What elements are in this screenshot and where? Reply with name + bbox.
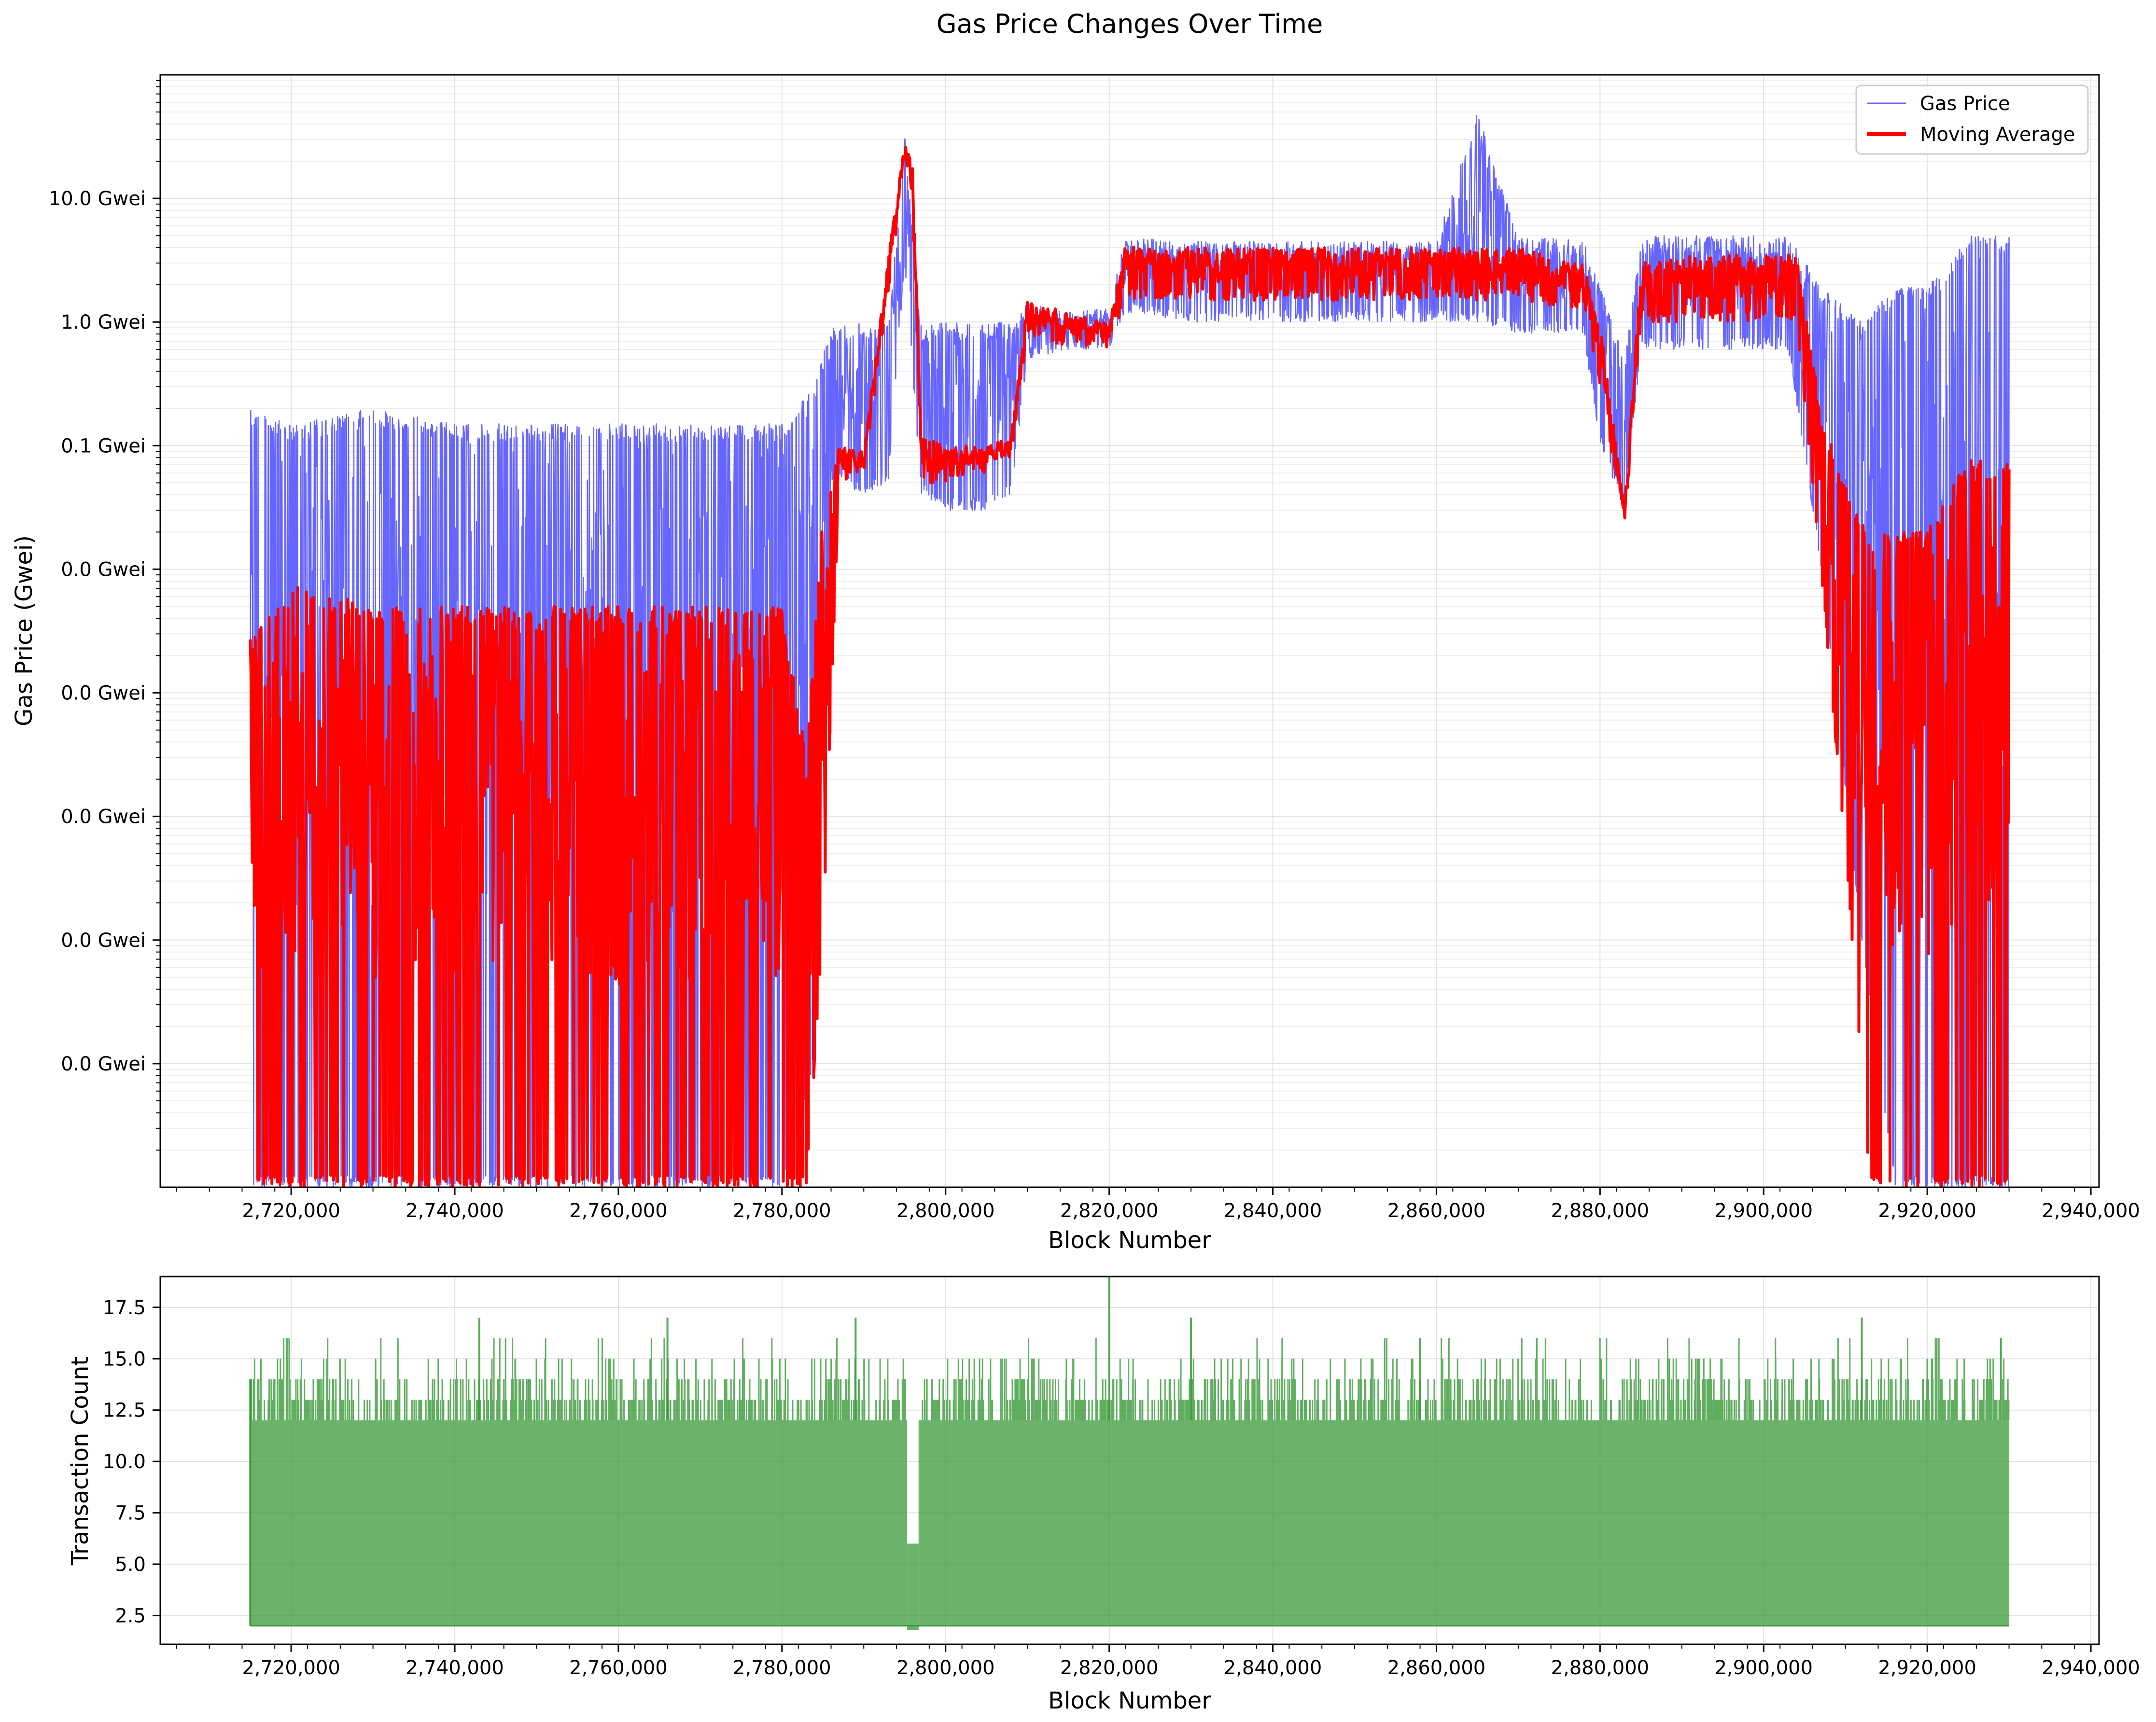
gas-price-y-axis: 0.0 Gwei 0.0 Gwei 0.0 Gwei 0.0 Gwei 0.0 Gwei… [49, 80, 160, 1151]
x-tick-label: 2,780,000 [733, 1200, 831, 1222]
y-tick-label: 10.0 [103, 1451, 146, 1473]
y-tick-label: 0.0 Gwei [61, 1053, 146, 1075]
figure-title: Gas Price Changes Over Time [937, 9, 1323, 39]
legend-moving-average-label: Moving Average [1920, 124, 2075, 146]
x-tick-label: 2,900,000 [1714, 1657, 1813, 1679]
x-tick-label: 2,920,000 [1878, 1657, 1976, 1679]
y-tick-label: 0.0 Gwei [61, 806, 146, 828]
gas-price-series [249, 114, 2011, 1187]
x-tick-label: 2,860,000 [1387, 1200, 1486, 1222]
legend-box [1855, 84, 2089, 155]
gas-price-y-axis-label: Gas Price (Gwei) [11, 535, 38, 726]
x-tick-label: 2,780,000 [733, 1657, 831, 1679]
y-tick-label: 12.5 [103, 1400, 146, 1422]
x-tick-label: 2,880,000 [1551, 1200, 1650, 1222]
transaction-y-axis: 2.5 5.0 7.5 10.0 12.5 15.0 17.5 [103, 1297, 160, 1627]
x-tick-label: 2,840,000 [1224, 1200, 1322, 1222]
x-tick-label: 2,740,000 [406, 1657, 504, 1679]
y-tick-label: 0.0 Gwei [61, 682, 146, 705]
gas-price-x-axis: 2,720,000 2,740,000 2,760,000 2,780,000 2,80… [176, 1187, 2140, 1222]
x-tick-label: 2,820,000 [1060, 1657, 1159, 1679]
x-tick-label: 2,940,000 [2042, 1657, 2140, 1679]
legend: Gas Price Moving Average [1855, 84, 2089, 155]
transaction-gap [907, 1543, 919, 1630]
x-tick-label: 2,920,000 [1878, 1200, 1976, 1222]
x-tick-label: 2,900,000 [1714, 1200, 1813, 1222]
moving-average-line [249, 146, 2011, 1187]
y-tick-label: 7.5 [115, 1502, 146, 1525]
transaction-x-axis-label: Block Number [1048, 1687, 1211, 1714]
x-tick-label: 2,820,000 [1060, 1200, 1159, 1222]
x-tick-label: 2,840,000 [1224, 1657, 1322, 1679]
x-tick-label: 2,880,000 [1551, 1657, 1650, 1679]
legend-gas-price-label: Gas Price [1920, 93, 2010, 115]
x-tick-label: 2,760,000 [569, 1200, 668, 1222]
y-tick-label: 1.0 Gwei [61, 311, 146, 333]
y-tick-label: 2.5 [115, 1605, 146, 1627]
transaction-x-axis: 2,720,000 2,740,000 2,760,000 2,780,000 2,80… [176, 1644, 2140, 1679]
y-tick-label: 0.1 Gwei [61, 435, 146, 457]
gas-price-frame [159, 74, 2100, 1188]
x-tick-label: 2,720,000 [242, 1657, 340, 1679]
y-tick-label: 17.5 [103, 1297, 146, 1319]
x-tick-label: 2,720,000 [242, 1200, 340, 1222]
y-tick-label: 0.0 Gwei [61, 930, 146, 952]
gas-price-panel: 0.0 Gwei 0.0 Gwei 0.0 Gwei 0.0 Gwei 0.0 Gwei… [11, 74, 2140, 1254]
x-tick-label: 2,860,000 [1387, 1657, 1486, 1679]
transaction-spikes [250, 1338, 2010, 1420]
transaction-fill [918, 1420, 2009, 1626]
x-tick-label: 2,740,000 [406, 1200, 504, 1222]
y-tick-label: 5.0 [115, 1554, 146, 1576]
x-tick-label: 2,940,000 [2042, 1200, 2140, 1222]
transaction-frame [159, 1276, 2100, 1645]
transaction-count-panel: 2.5 5.0 7.5 10.0 12.5 15.0 17.5 2,720,000 2,740… [67, 1276, 2140, 1714]
x-tick-label: 2,760,000 [569, 1657, 668, 1679]
y-tick-label: 0.0 Gwei [61, 558, 146, 581]
y-tick-label: 15.0 [103, 1348, 146, 1370]
y-tick-label: 10.0 Gwei [49, 188, 146, 210]
transaction-fill [250, 1420, 908, 1626]
x-tick-label: 2,800,000 [896, 1200, 995, 1222]
x-tick-label: 2,800,000 [896, 1657, 995, 1679]
transaction-series [249, 1277, 2010, 1630]
gas-price-x-axis-label: Block Number [1048, 1227, 1211, 1254]
transaction-y-axis-label: Transaction Count [67, 1357, 94, 1566]
